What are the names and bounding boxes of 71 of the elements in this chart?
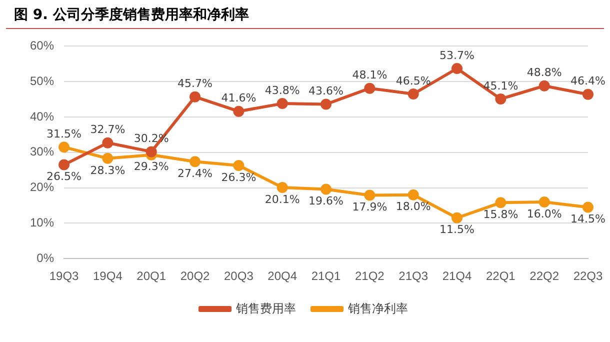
data-label: 20.1% xyxy=(264,192,300,206)
x-tick-label: 22Q1 xyxy=(486,269,516,284)
data-label: 19.6% xyxy=(308,194,344,208)
point xyxy=(408,189,419,200)
point xyxy=(276,98,288,110)
data-label: 15.8% xyxy=(483,208,518,222)
data-label: 48.8% xyxy=(526,66,562,80)
x-tick-label: 20Q2 xyxy=(180,269,210,284)
point xyxy=(408,88,419,100)
y-tick-label: 30% xyxy=(30,144,54,159)
data-label: 45.1% xyxy=(483,79,518,92)
data-label: 26.3% xyxy=(221,170,256,184)
x-tick-label: 20Q4 xyxy=(268,269,298,284)
data-label: 27.4% xyxy=(178,166,212,180)
point xyxy=(320,184,332,195)
data-label: 53.7% xyxy=(440,48,474,62)
point xyxy=(102,152,114,164)
point xyxy=(58,142,70,153)
data-label: 43.6% xyxy=(308,84,344,98)
x-tick-label: 20Q3 xyxy=(224,269,254,284)
data-label: 41.6% xyxy=(221,92,256,105)
point xyxy=(102,137,114,148)
y-tick-label: 0% xyxy=(36,250,54,265)
data-label: 48.1% xyxy=(352,68,388,82)
data-label: 18.0% xyxy=(396,200,431,214)
point xyxy=(452,63,463,74)
x-tick-label: 21Q3 xyxy=(398,269,428,284)
point xyxy=(364,190,376,201)
point xyxy=(190,91,201,102)
data-label: 31.5% xyxy=(46,127,82,140)
x-tick-label: 21Q1 xyxy=(311,269,342,284)
x-tick-label: 22Q3 xyxy=(573,269,603,284)
data-label: 29.3% xyxy=(134,160,169,174)
data-label: 16.0% xyxy=(526,207,562,220)
data-label: 14.5% xyxy=(570,212,606,226)
point xyxy=(538,80,550,92)
y-tick-label: 60% xyxy=(30,38,54,53)
x-tick-label: 21Q2 xyxy=(354,269,385,284)
x-tick-label: 20Q1 xyxy=(136,269,166,284)
data-label: 46.4% xyxy=(570,74,606,88)
point xyxy=(58,159,70,170)
data-label: 28.3% xyxy=(90,164,126,177)
x-tick-label: 19Q3 xyxy=(49,269,80,284)
point xyxy=(233,160,244,171)
point xyxy=(320,98,332,110)
y-tick-label: 40% xyxy=(30,109,54,124)
point xyxy=(190,156,201,168)
legend-label: 销售费用率 xyxy=(235,301,296,316)
point xyxy=(146,146,157,158)
point xyxy=(495,93,506,104)
point xyxy=(582,202,594,213)
data-label: 17.9% xyxy=(352,200,388,214)
point xyxy=(495,197,506,208)
point xyxy=(364,82,376,94)
point xyxy=(233,106,244,117)
x-tick-label: 22Q2 xyxy=(530,269,560,284)
data-label: 32.7% xyxy=(90,123,126,136)
chart-title: 图 9. 公司分季度销售费用率和净利率 xyxy=(6,0,604,29)
y-tick-label: 10% xyxy=(30,216,54,230)
legend-label: 销售净利率 xyxy=(347,301,408,316)
point xyxy=(276,182,288,193)
x-tick-label: 19Q4 xyxy=(93,269,123,284)
point xyxy=(538,196,550,208)
x-tick-label: 21Q4 xyxy=(442,269,472,284)
data-label: 46.5% xyxy=(396,74,431,88)
data-label: 45.7% xyxy=(178,77,212,90)
data-label: 43.8% xyxy=(264,84,300,97)
data-label: 11.5% xyxy=(440,223,474,236)
y-tick-label: 50% xyxy=(30,74,54,88)
point xyxy=(582,88,594,100)
point xyxy=(452,212,463,224)
